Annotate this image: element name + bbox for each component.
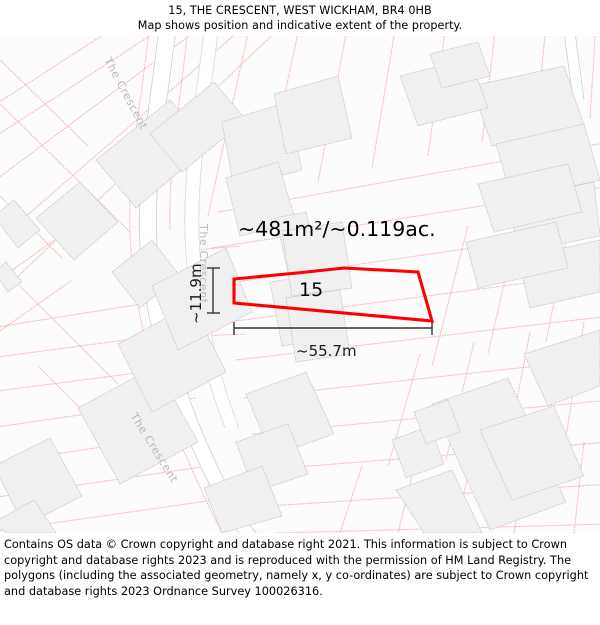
road-label-crescent-middle: The Crescent [197,223,210,304]
plot-number-label: 15 [299,279,323,301]
width-label: ~55.7m [296,342,357,360]
area-label: ~481m²/~0.119ac. [238,217,436,241]
page-header: 15, THE CRESCENT, WEST WICKHAM, BR4 0HB … [0,0,600,36]
map-canvas[interactable]: The Crescent The Crescent The Crescent ~… [0,36,600,533]
page-subtitle: Map shows position and indicative extent… [137,19,463,32]
height-scale-bar [207,267,220,314]
width-scale-bar [233,322,433,335]
height-label: ~11.9m [187,263,205,324]
property-boundary-polygon[interactable] [232,266,435,323]
copyright-footer: Contains OS data © Crown copyright and d… [0,533,600,625]
page-title: 15, THE CRESCENT, WEST WICKHAM, BR4 0HB [168,4,432,17]
copyright-text: Contains OS data © Crown copyright and d… [4,538,589,598]
buildings-layer [0,41,600,533]
